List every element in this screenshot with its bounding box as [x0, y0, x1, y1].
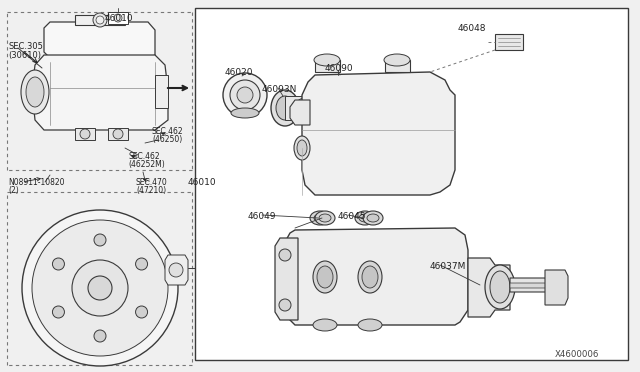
Circle shape	[88, 276, 112, 300]
Polygon shape	[275, 238, 298, 320]
Polygon shape	[32, 55, 168, 130]
Polygon shape	[468, 258, 510, 317]
Ellipse shape	[363, 211, 383, 225]
Text: 46037M: 46037M	[430, 262, 467, 271]
Ellipse shape	[314, 214, 326, 222]
Text: 46010: 46010	[188, 178, 216, 187]
Text: SEC.470: SEC.470	[136, 178, 168, 187]
Circle shape	[72, 260, 128, 316]
Polygon shape	[108, 12, 128, 24]
Text: SEC.462: SEC.462	[128, 152, 159, 161]
Ellipse shape	[271, 90, 299, 126]
Text: (2): (2)	[8, 186, 19, 195]
Ellipse shape	[490, 271, 510, 303]
Text: 46010: 46010	[105, 14, 134, 23]
Circle shape	[223, 73, 267, 117]
Polygon shape	[510, 278, 548, 292]
Polygon shape	[285, 228, 468, 325]
Ellipse shape	[319, 214, 331, 222]
Ellipse shape	[314, 54, 340, 66]
Polygon shape	[510, 283, 548, 288]
Ellipse shape	[231, 108, 259, 118]
Ellipse shape	[384, 54, 410, 66]
Text: (47210): (47210)	[136, 186, 166, 195]
Ellipse shape	[485, 265, 515, 309]
Circle shape	[237, 87, 253, 103]
Ellipse shape	[358, 261, 382, 293]
Ellipse shape	[294, 136, 310, 160]
Text: 46090: 46090	[325, 64, 354, 73]
Polygon shape	[302, 72, 455, 195]
Ellipse shape	[276, 96, 294, 120]
Circle shape	[114, 14, 122, 22]
Text: N08911-10820: N08911-10820	[8, 178, 65, 187]
Polygon shape	[315, 60, 340, 72]
Polygon shape	[75, 128, 95, 140]
Ellipse shape	[362, 266, 378, 288]
Text: X4600006: X4600006	[555, 350, 600, 359]
Polygon shape	[285, 96, 305, 120]
Ellipse shape	[367, 214, 379, 222]
Ellipse shape	[358, 319, 382, 331]
Text: 46048: 46048	[458, 24, 486, 33]
Circle shape	[94, 330, 106, 342]
Polygon shape	[75, 15, 125, 25]
Polygon shape	[108, 128, 128, 140]
Circle shape	[52, 306, 65, 318]
Circle shape	[136, 258, 148, 270]
Bar	[195, 8, 628, 360]
Ellipse shape	[313, 261, 337, 293]
Ellipse shape	[310, 211, 330, 225]
Ellipse shape	[313, 319, 337, 331]
Polygon shape	[495, 34, 523, 50]
Ellipse shape	[359, 214, 371, 222]
Text: (46250): (46250)	[152, 135, 182, 144]
Ellipse shape	[297, 140, 307, 156]
Text: SEC.462: SEC.462	[152, 127, 184, 136]
Circle shape	[93, 13, 107, 27]
Text: 46045: 46045	[338, 212, 367, 221]
Circle shape	[22, 210, 178, 366]
Text: (46252M): (46252M)	[128, 160, 164, 169]
Circle shape	[136, 306, 148, 318]
Text: SEC.305: SEC.305	[8, 42, 43, 51]
Circle shape	[113, 129, 123, 139]
Ellipse shape	[21, 70, 49, 114]
Circle shape	[295, 98, 315, 118]
Circle shape	[279, 249, 291, 261]
Text: 46093N: 46093N	[262, 85, 298, 94]
Circle shape	[52, 258, 65, 270]
Polygon shape	[290, 100, 310, 125]
Polygon shape	[165, 255, 188, 285]
Ellipse shape	[26, 77, 44, 107]
Circle shape	[169, 263, 183, 277]
Circle shape	[32, 220, 168, 356]
Polygon shape	[155, 75, 168, 108]
Circle shape	[279, 299, 291, 311]
Polygon shape	[545, 270, 568, 305]
Circle shape	[94, 234, 106, 246]
Text: (30610): (30610)	[8, 51, 41, 60]
Circle shape	[96, 16, 104, 24]
Polygon shape	[44, 22, 155, 58]
Text: 46049: 46049	[248, 212, 276, 221]
Circle shape	[80, 129, 90, 139]
Ellipse shape	[317, 266, 333, 288]
Text: 46020: 46020	[225, 68, 253, 77]
Ellipse shape	[315, 211, 335, 225]
Polygon shape	[385, 60, 410, 72]
Circle shape	[230, 80, 260, 110]
Ellipse shape	[355, 211, 375, 225]
